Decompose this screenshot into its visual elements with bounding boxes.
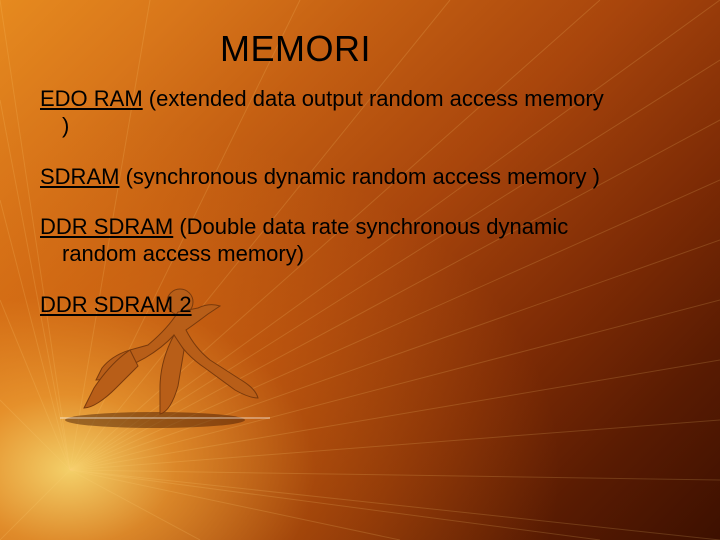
definition: (extended data output random access memo… [143,86,604,111]
definition-cont: random access memory) [40,241,680,268]
slide-title: MEMORI [220,28,371,70]
definition-cont: ) [40,113,680,140]
slide: MEMORI EDO RAM (extended data output ran… [0,0,720,540]
term: EDO RAM [40,86,143,111]
term: DDR SDRAM [40,214,173,239]
memory-item: EDO RAM (extended data output random acc… [40,86,680,140]
definition: (Double data rate synchronous dynamic [173,214,568,239]
definition: (synchronous dynamic random access memor… [119,164,600,189]
memory-item: SDRAM (synchronous dynamic random access… [40,164,680,191]
term: DDR SDRAM 2 [40,292,192,317]
memory-item: DDR SDRAM 2 [40,292,680,319]
slide-body: EDO RAM (extended data output random acc… [40,86,680,343]
memory-item: DDR SDRAM (Double data rate synchronous … [40,214,680,268]
term: SDRAM [40,164,119,189]
